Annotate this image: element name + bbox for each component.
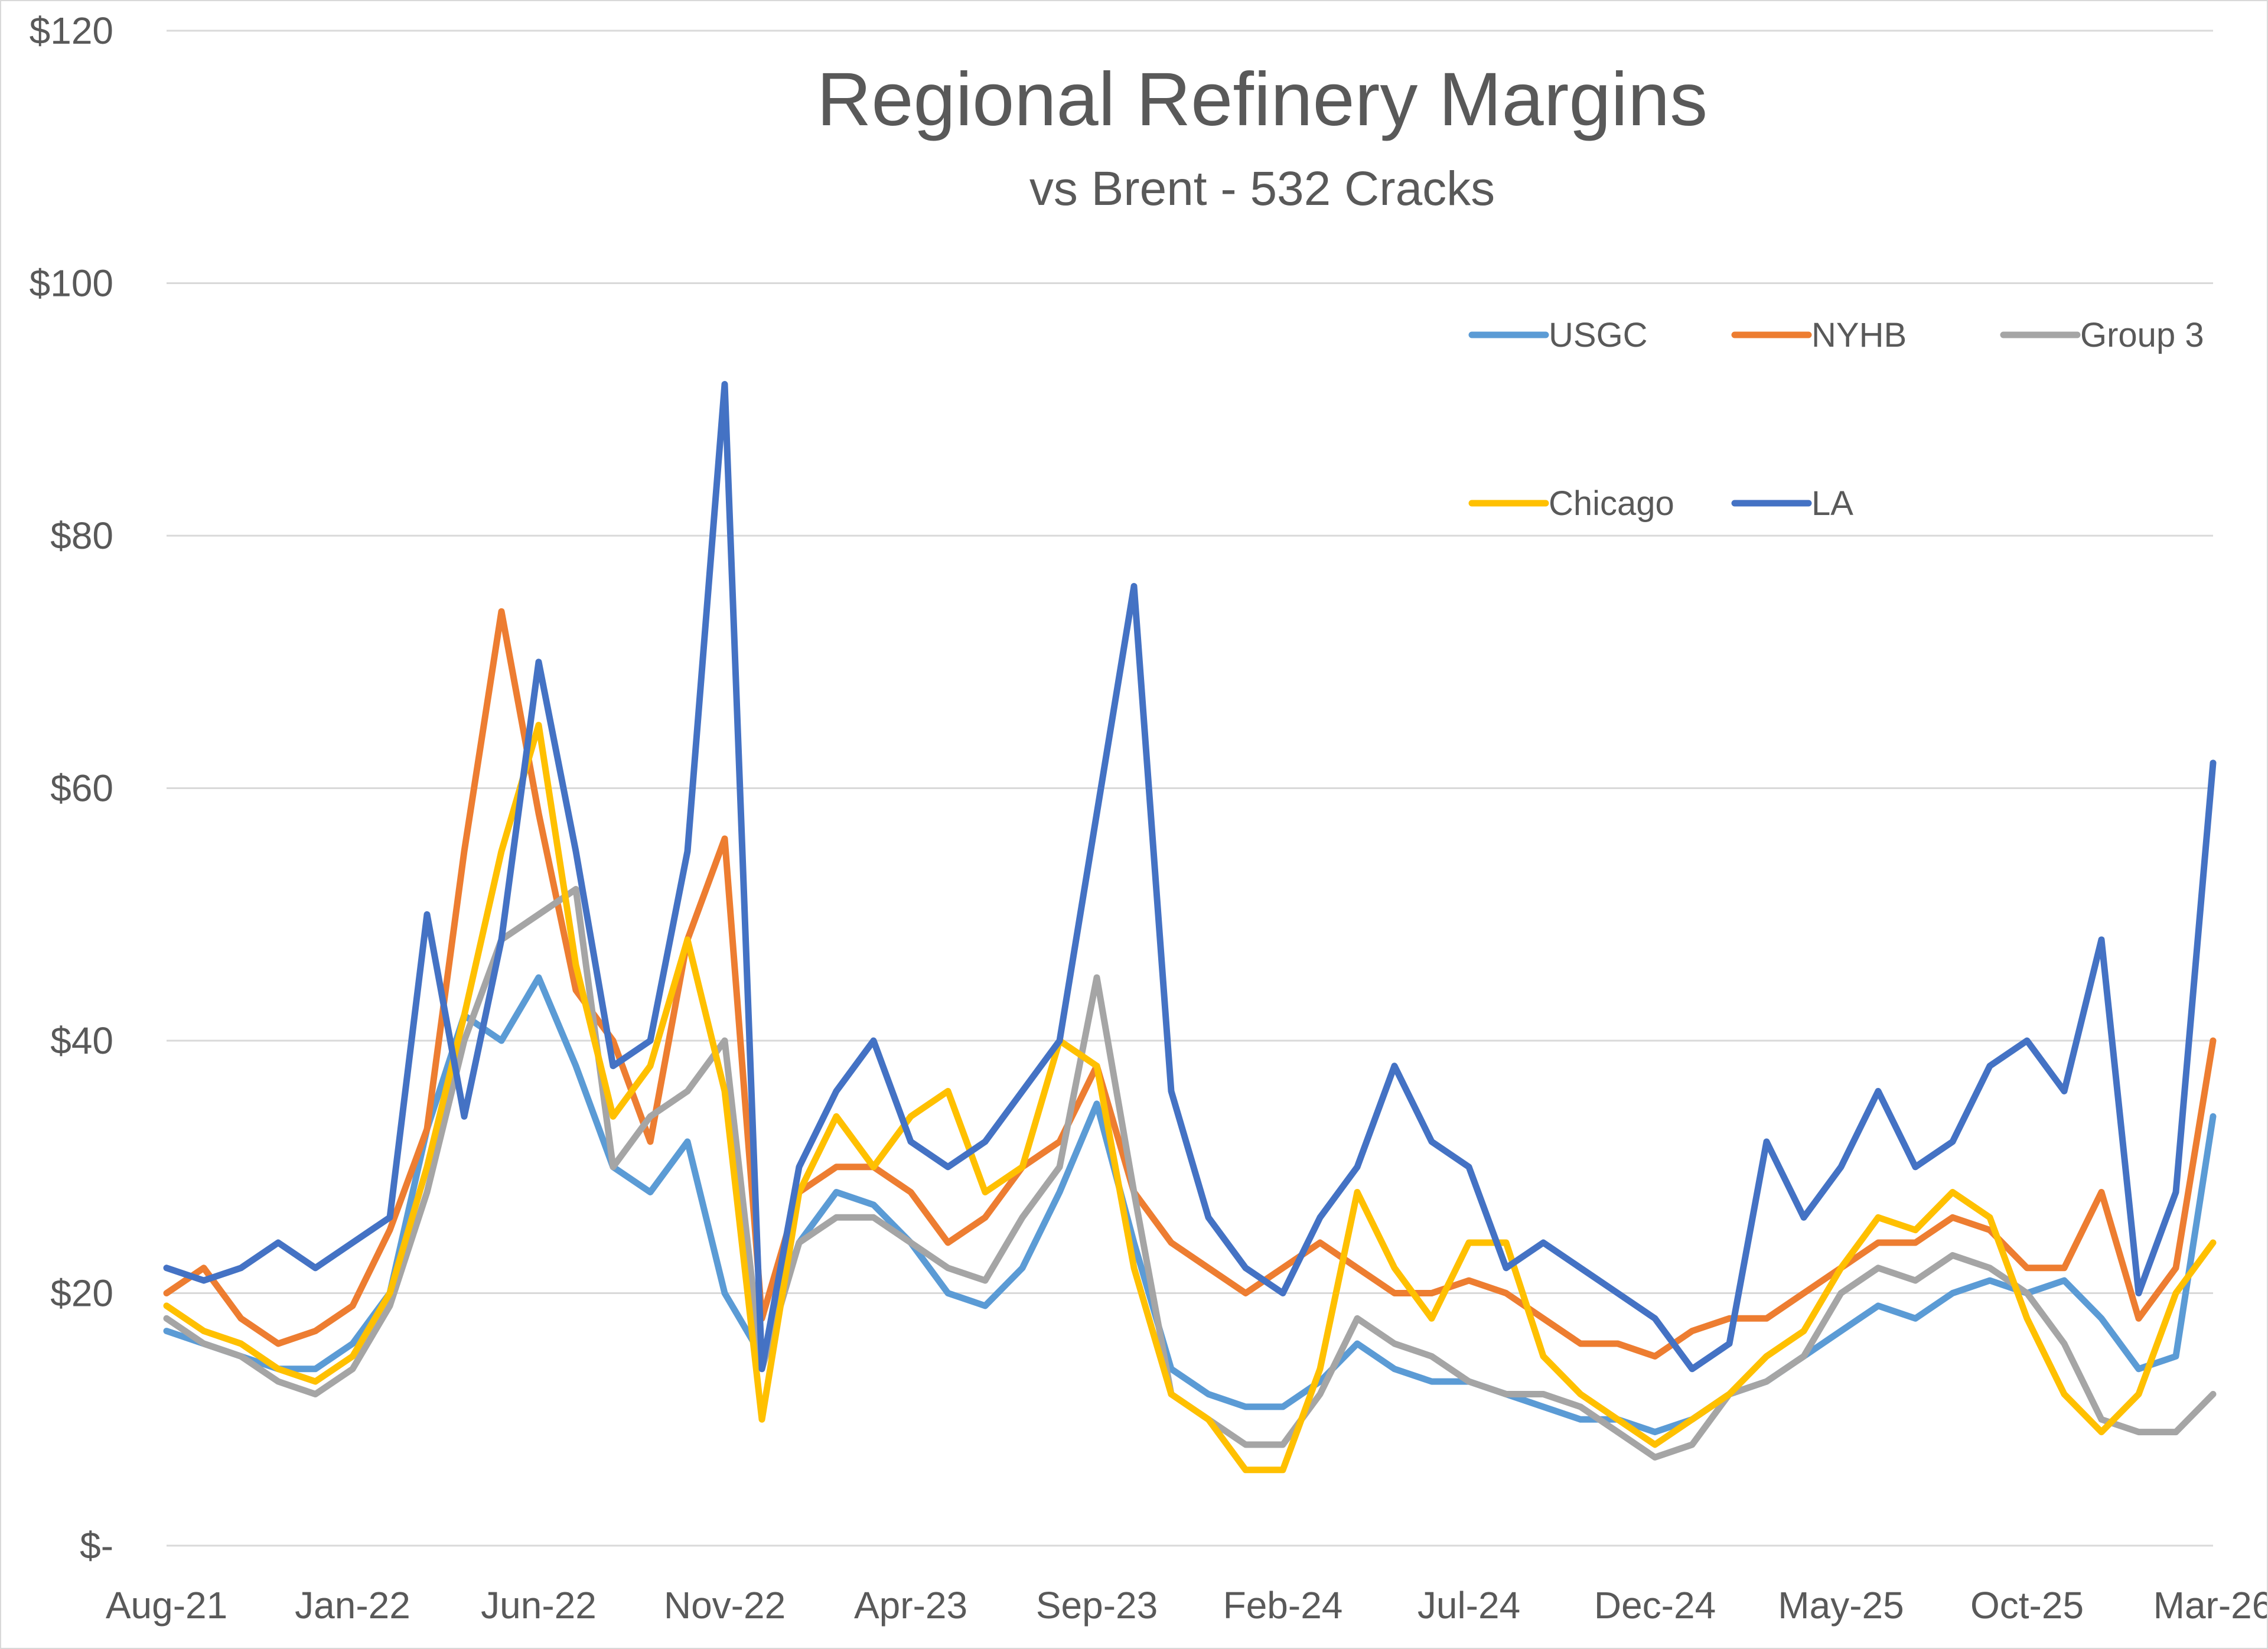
- y-tick-label: $-: [80, 1524, 113, 1567]
- y-tick-label: $80: [50, 514, 113, 557]
- gridlines: [167, 30, 2213, 1547]
- series-lines: [163, 381, 2217, 1474]
- series-line-chicago: [163, 722, 2217, 1474]
- y-tick-label: $100: [30, 262, 113, 305]
- x-tick-label: Nov-22: [664, 1584, 786, 1627]
- y-tick-label: $20: [50, 1272, 113, 1315]
- x-tick-label: Sep-23: [1036, 1584, 1158, 1627]
- x-tick-label: Jun-22: [481, 1584, 597, 1627]
- y-tick-label: $120: [30, 9, 113, 52]
- x-tick-label: Oct-25: [1970, 1584, 2084, 1627]
- x-tick-label: Dec-24: [1594, 1584, 1716, 1627]
- y-axis-tick-labels: $- $20 $40 $60 $80 $100 $120: [30, 9, 113, 1567]
- legend-label-chicago: Chicago: [1549, 484, 1674, 523]
- chart-subtitle: vs Brent - 532 Cracks: [1029, 162, 1495, 216]
- legend-label-usgc: USGC: [1549, 316, 1648, 354]
- chart-title: Regional Refinery Margins: [817, 57, 1707, 142]
- x-tick-label: May-25: [1778, 1584, 1904, 1627]
- x-tick-label: Feb-24: [1223, 1584, 1343, 1627]
- series-line-nyhb: [163, 608, 2217, 1360]
- series-line-usgc: [163, 974, 2217, 1436]
- y-tick-label: $60: [50, 767, 113, 810]
- x-tick-label: Aug-21: [106, 1584, 227, 1627]
- x-tick-label: Jan-22: [295, 1584, 410, 1627]
- x-tick-label: Mar-26: [2153, 1584, 2267, 1627]
- x-axis-tick-labels: Aug-21 Jan-22 Jun-22 Nov-22 Apr-23 Sep-23 Feb-…: [106, 1584, 2267, 1627]
- x-tick-label: Jul-24: [1418, 1584, 1520, 1627]
- y-tick-label: $40: [50, 1019, 113, 1062]
- series-line-la: [163, 381, 2217, 1373]
- legend-label-la: LA: [1811, 484, 1853, 523]
- x-tick-label: Apr-23: [854, 1584, 967, 1627]
- legend-label-group-3: Group 3: [2080, 316, 2204, 354]
- legend-label-nyhb: NYHB: [1811, 316, 1907, 354]
- legend: USGC NYHB Group 3 Chicago LA: [1468, 316, 2204, 523]
